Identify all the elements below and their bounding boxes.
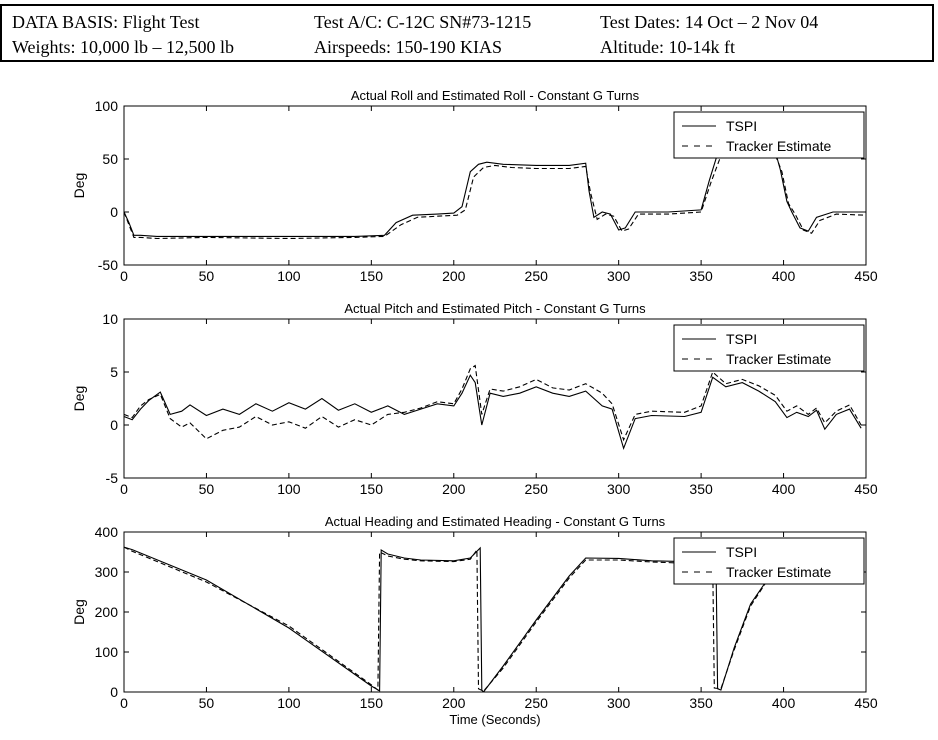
x-tick-label: 350 (689, 268, 713, 284)
y-tick-label: -50 (98, 257, 118, 273)
plot-frame (123, 105, 867, 266)
x-tick-label: 0 (120, 268, 128, 284)
x-tick-label: 200 (442, 695, 466, 711)
test-dates-text: Test Dates: 14 Oct – 2 Nov 04 (600, 12, 819, 32)
chart-3: 0 50 100 150 200 250 300 350 400 450 0 100 200 300 400… (71, 514, 878, 727)
x-tick-label: 250 (525, 695, 549, 711)
x-tick-label: 450 (854, 268, 878, 284)
y-tick-label: 100 (95, 98, 119, 114)
airspeeds-text: Airspeeds: 150-190 KIAS (314, 37, 502, 57)
x-tick-label: 450 (854, 695, 878, 711)
legend-label: Tracker Estimate (726, 351, 831, 367)
x-tick-label: 50 (199, 268, 215, 284)
chart-title: Actual Heading and Estimated Heading - C… (325, 514, 666, 529)
y-tick-label: 200 (95, 604, 119, 620)
series-line-tracker-estimate (124, 152, 866, 240)
x-tick-label: 200 (442, 268, 466, 284)
x-tick-label: 100 (277, 481, 301, 497)
x-tick-label: 400 (772, 695, 796, 711)
x-tick-label: 200 (442, 481, 466, 497)
x-tick-label: 250 (525, 481, 549, 497)
x-tick-label: 300 (607, 268, 631, 284)
legend-label: TSPI (726, 118, 757, 134)
y-tick-label: 400 (95, 524, 119, 540)
series-line-tracker-estimate (124, 546, 768, 692)
y-tick-label: -5 (106, 470, 119, 486)
legend-box (673, 111, 865, 159)
x-tick-label: 0 (120, 695, 128, 711)
data-basis-header: DATA BASIS: Flight Test Weights: 10,000 … (0, 4, 934, 62)
x-tick-label: 300 (607, 695, 631, 711)
weights-text: Weights: 10,000 lb – 12,500 lb (12, 37, 235, 57)
y-tick-label: 100 (95, 644, 119, 660)
chart-title: Actual Roll and Estimated Roll - Constan… (351, 88, 640, 103)
legend-box (673, 324, 865, 372)
altitude-text: Altitude: 10-14k ft (600, 37, 735, 57)
chart-2: 0 50 100 150 200 250 300 350 400 450-50510Actual … (71, 301, 878, 497)
y-tick-label: 0 (110, 204, 118, 220)
y-tick-label: 0 (110, 684, 118, 700)
x-tick-label: 150 (360, 695, 384, 711)
x-tick-label: 300 (607, 481, 631, 497)
x-tick-label: 400 (772, 268, 796, 284)
legend: TSPI Tracker Estimate (673, 324, 865, 372)
x-tick-label: 100 (277, 695, 301, 711)
series-line-tracker-estimate (124, 364, 862, 442)
y-axis-label: Deg (71, 386, 87, 412)
legend-label: Tracker Estimate (726, 138, 831, 154)
legend: TSPI Tracker Estimate (673, 537, 865, 585)
y-tick-label: 50 (102, 151, 118, 167)
x-tick-label: 350 (689, 481, 713, 497)
x-axis-label: Time (Seconds) (449, 712, 540, 727)
x-tick-label: 350 (689, 695, 713, 711)
y-tick-label: 0 (110, 417, 118, 433)
y-tick-label: 300 (95, 564, 119, 580)
series-line-tspi (124, 546, 768, 692)
legend-label: Tracker Estimate (726, 564, 831, 580)
data-basis-text: DATA BASIS: Flight Test (12, 12, 200, 32)
chart-1: 0 50 100 150 200 250 300 350 400 450-50050100Actu… (71, 88, 878, 284)
x-tick-label: 450 (854, 481, 878, 497)
x-tick-label: 400 (772, 481, 796, 497)
series-line-tspi (124, 374, 862, 451)
x-tick-label: 250 (525, 268, 549, 284)
legend: TSPI Tracker Estimate (673, 111, 865, 159)
x-tick-label: 50 (199, 481, 215, 497)
x-tick-label: 100 (277, 268, 301, 284)
legend-label: TSPI (726, 331, 757, 347)
y-axis-label: Deg (71, 599, 87, 625)
y-axis-label: Deg (71, 173, 87, 199)
chart-title: Actual Pitch and Estimated Pitch - Const… (344, 301, 646, 316)
y-tick-label: 5 (110, 364, 118, 380)
y-tick-label: 10 (102, 311, 118, 327)
series-line-tspi (124, 149, 866, 237)
x-tick-label: 150 (360, 268, 384, 284)
x-tick-label: 50 (199, 695, 215, 711)
x-tick-label: 150 (360, 481, 384, 497)
legend-label: TSPI (726, 544, 757, 560)
plot-frame (123, 318, 867, 479)
x-tick-label: 0 (120, 481, 128, 497)
test-aircraft-text: Test A/C: C-12C SN#73-1215 (314, 12, 532, 32)
legend-box (673, 537, 865, 585)
